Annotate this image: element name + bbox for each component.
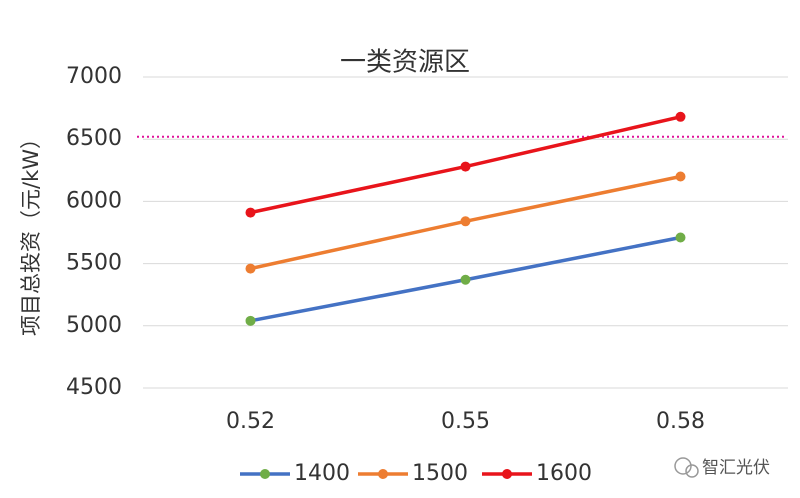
y-tick-label: 5500 xyxy=(66,251,122,276)
legend-marker xyxy=(378,469,388,479)
legend-label: 1400 xyxy=(294,461,350,486)
x-tick-label: 0.55 xyxy=(441,409,490,434)
legend-marker xyxy=(502,469,512,479)
data-point xyxy=(460,216,471,227)
data-point xyxy=(675,232,686,243)
data-point xyxy=(245,263,256,274)
watermark-text: 智汇光伏 xyxy=(702,458,770,478)
y-tick-label: 5000 xyxy=(66,313,122,338)
legend-marker xyxy=(260,469,270,479)
watermark-icon xyxy=(674,457,692,475)
watermark: 智汇光伏 xyxy=(674,457,770,478)
y-axis-label: 项目总投资（元/kW） xyxy=(19,128,43,336)
data-point xyxy=(245,207,256,218)
data-point xyxy=(245,315,256,326)
y-tick-label: 6000 xyxy=(66,188,122,213)
data-point xyxy=(675,111,686,122)
data-point xyxy=(460,274,471,285)
x-tick-label: 0.52 xyxy=(226,409,275,434)
data-point xyxy=(675,171,686,182)
y-tick-label: 4500 xyxy=(66,375,122,400)
y-tick-label: 6500 xyxy=(66,126,122,151)
data-point xyxy=(460,161,471,172)
legend-label: 1600 xyxy=(536,461,592,486)
chart-title: 一类资源区 xyxy=(340,48,470,78)
watermark-icon xyxy=(685,464,699,478)
x-tick-label: 0.58 xyxy=(656,409,705,434)
legend-label: 1500 xyxy=(412,461,468,486)
y-tick-label: 7000 xyxy=(66,64,122,89)
